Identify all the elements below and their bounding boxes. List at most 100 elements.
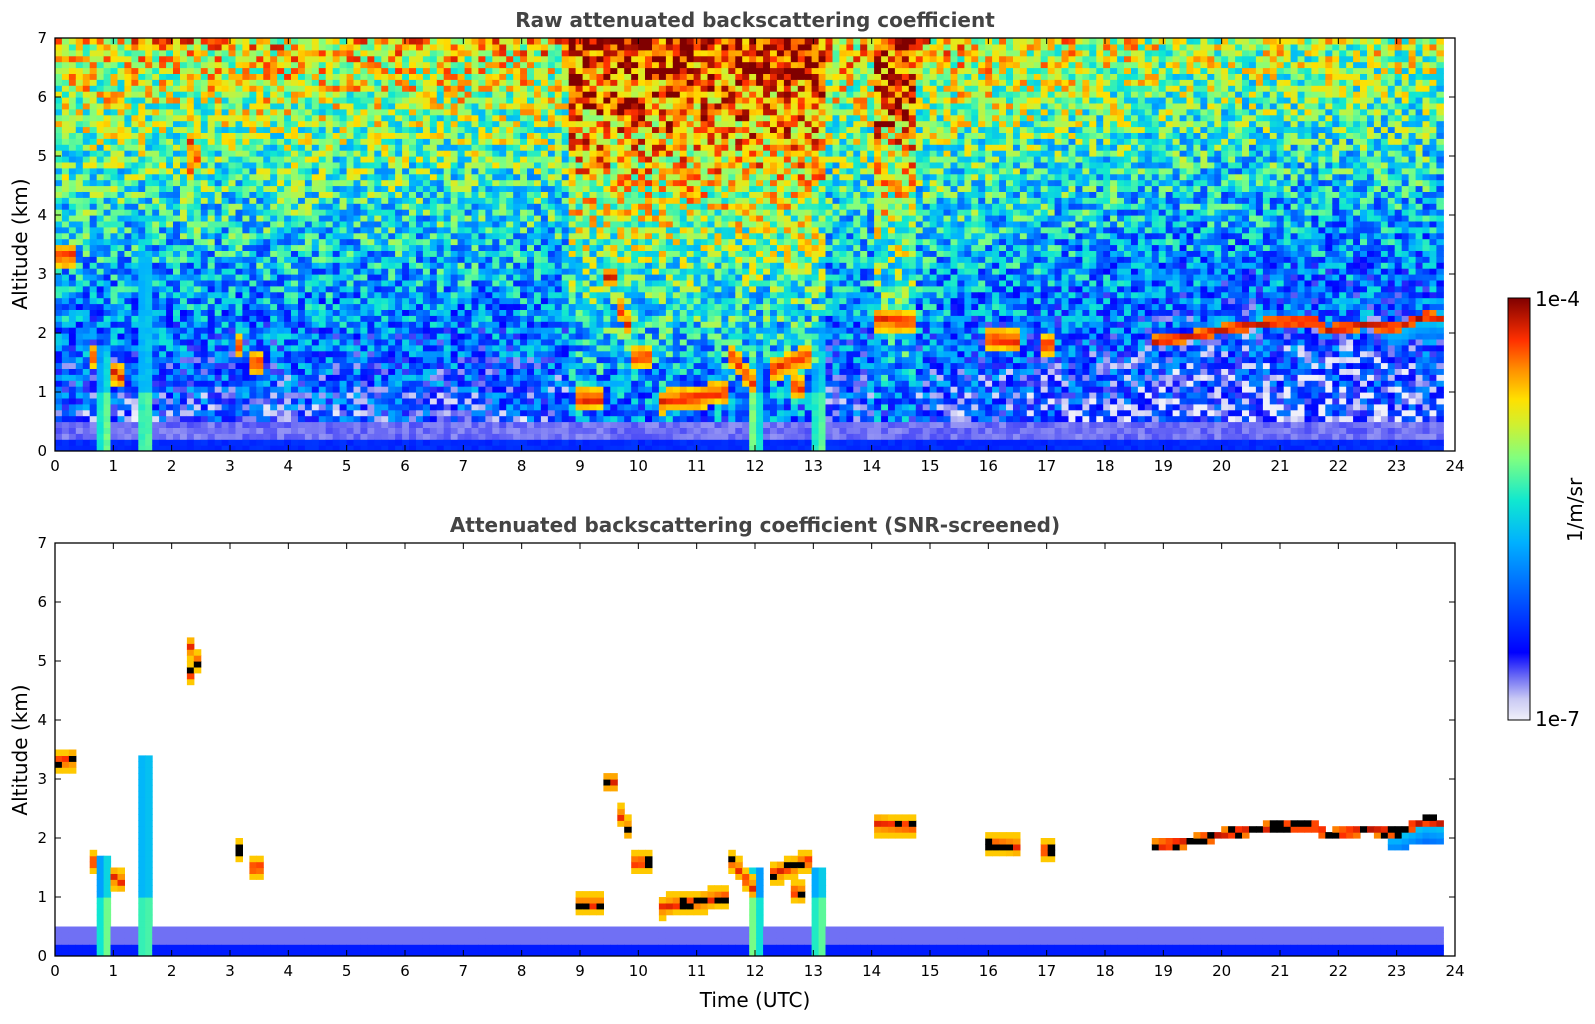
- raw-heatmap-cell: [69, 197, 77, 204]
- raw-heatmap-cell: [444, 38, 452, 45]
- raw-heatmap-cell: [305, 374, 313, 381]
- raw-heatmap-cell: [166, 127, 174, 134]
- raw-backscatter-panel: Raw attenuated backscattering coefficien…: [8, 8, 1465, 475]
- raw-heatmap-cell: [423, 268, 431, 275]
- raw-heatmap-cell: [62, 374, 70, 381]
- raw-heatmap-cell: [104, 221, 112, 228]
- raw-heatmap-cell: [159, 91, 167, 98]
- raw-heatmap-cell: [208, 233, 216, 240]
- raw-heatmap-cell: [194, 345, 202, 352]
- raw-heatmap-cell: [458, 309, 466, 316]
- raw-heatmap-cell: [423, 321, 431, 328]
- raw-heatmap-cell: [62, 174, 70, 181]
- raw-heatmap-cell: [69, 186, 77, 193]
- raw-heatmap-cell: [465, 174, 473, 181]
- raw-heatmap-cell: [513, 345, 521, 352]
- raw-heatmap-cell: [76, 233, 84, 240]
- raw-heatmap-cell: [541, 386, 549, 393]
- raw-heatmap-cell: [319, 233, 327, 240]
- raw-heatmap-cell: [76, 245, 84, 252]
- raw-heatmap-cell: [423, 191, 431, 198]
- raw-heatmap-cell: [492, 339, 500, 346]
- raw-heatmap-cell: [367, 392, 375, 399]
- raw-heatmap-cell: [277, 250, 285, 257]
- raw-heatmap-cell: [326, 368, 334, 375]
- raw-heatmap-cell: [83, 62, 91, 69]
- raw-heatmap-cell: [423, 239, 431, 246]
- raw-heatmap-cell: [263, 422, 271, 429]
- raw-heatmap-cell: [124, 97, 131, 104]
- raw-heatmap-cell: [131, 156, 139, 163]
- raw-heatmap-cell: [90, 197, 98, 204]
- raw-heatmap-cell: [444, 315, 452, 322]
- raw-heatmap-cell: [312, 174, 320, 181]
- raw-heatmap-cell: [256, 374, 264, 381]
- raw-heatmap-cell: [263, 345, 271, 352]
- raw-heatmap-cell: [118, 121, 126, 128]
- raw-heatmap-cell: [402, 250, 410, 257]
- raw-heatmap-cell: [104, 363, 112, 370]
- raw-heatmap-cell: [402, 38, 410, 45]
- raw-heatmap-cell: [388, 79, 396, 86]
- raw-heatmap-cell: [506, 339, 514, 346]
- raw-heatmap-cell: [124, 168, 131, 175]
- raw-heatmap-cell: [354, 91, 362, 98]
- raw-heatmap-cell: [506, 156, 514, 163]
- raw-heatmap-cell: [124, 298, 131, 305]
- raw-heatmap-cell: [305, 197, 313, 204]
- raw-heatmap-cell: [381, 227, 389, 234]
- raw-heatmap-cell: [506, 333, 514, 340]
- raw-heatmap-cell: [326, 221, 334, 228]
- raw-heatmap-cell: [360, 427, 368, 434]
- raw-heatmap-cell: [173, 321, 181, 328]
- raw-heatmap-cell: [340, 439, 348, 446]
- raw-heatmap-cell: [347, 404, 355, 411]
- raw-heatmap-cell: [451, 209, 459, 216]
- raw-heatmap-cell: [166, 351, 174, 358]
- raw-heatmap-cell: [416, 38, 424, 45]
- raw-heatmap-cell: [451, 404, 459, 411]
- raw-heatmap-cell: [256, 422, 264, 429]
- raw-heatmap-cell: [541, 150, 549, 157]
- raw-heatmap-cell: [527, 304, 535, 311]
- raw-heatmap-cell: [326, 262, 334, 269]
- raw-heatmap-cell: [55, 85, 63, 92]
- raw-heatmap-cell: [395, 138, 403, 145]
- raw-heatmap-cell: [298, 250, 306, 257]
- raw-heatmap-cell: [520, 156, 528, 163]
- raw-heatmap-cell: [194, 56, 202, 63]
- raw-heatmap-cell: [256, 274, 264, 281]
- raw-heatmap-cell: [180, 186, 188, 193]
- raw-heatmap-cell: [242, 144, 250, 151]
- raw-heatmap-cell: [506, 203, 514, 210]
- raw-heatmap-cell: [298, 280, 306, 287]
- raw-heatmap-cell: [333, 304, 341, 311]
- raw-heatmap-cell: [111, 327, 119, 334]
- raw-heatmap-cell: [409, 209, 417, 216]
- raw-heatmap-cell: [242, 292, 250, 299]
- raw-heatmap-cell: [388, 416, 396, 423]
- raw-heatmap-cell: [437, 138, 445, 145]
- raw-heatmap-cell: [548, 321, 556, 328]
- raw-heatmap-cell: [187, 132, 195, 139]
- raw-heatmap-cell: [381, 197, 389, 204]
- raw-heatmap-cell: [506, 180, 514, 187]
- raw-heatmap-cell: [520, 174, 528, 181]
- raw-heatmap-cell: [534, 44, 542, 51]
- raw-heatmap-cell: [458, 127, 466, 134]
- raw-heatmap-cell: [152, 97, 160, 104]
- raw-heatmap-cell: [305, 138, 313, 145]
- raw-heatmap-cell: [208, 321, 216, 328]
- raw-heatmap-cell: [215, 203, 223, 210]
- raw-heatmap-cell: [55, 416, 63, 423]
- raw-heatmap-cell: [541, 351, 549, 358]
- raw-heatmap-cell: [527, 345, 535, 352]
- raw-heatmap-cell: [388, 392, 396, 399]
- raw-heatmap-cell: [173, 268, 181, 275]
- raw-heatmap-cell: [534, 309, 542, 316]
- raw-heatmap-cell: [485, 197, 493, 204]
- raw-heatmap-cell: [451, 368, 459, 375]
- raw-heatmap-cell: [124, 315, 131, 322]
- raw-heatmap-cell: [374, 351, 382, 358]
- raw-heatmap-cell: [104, 298, 112, 305]
